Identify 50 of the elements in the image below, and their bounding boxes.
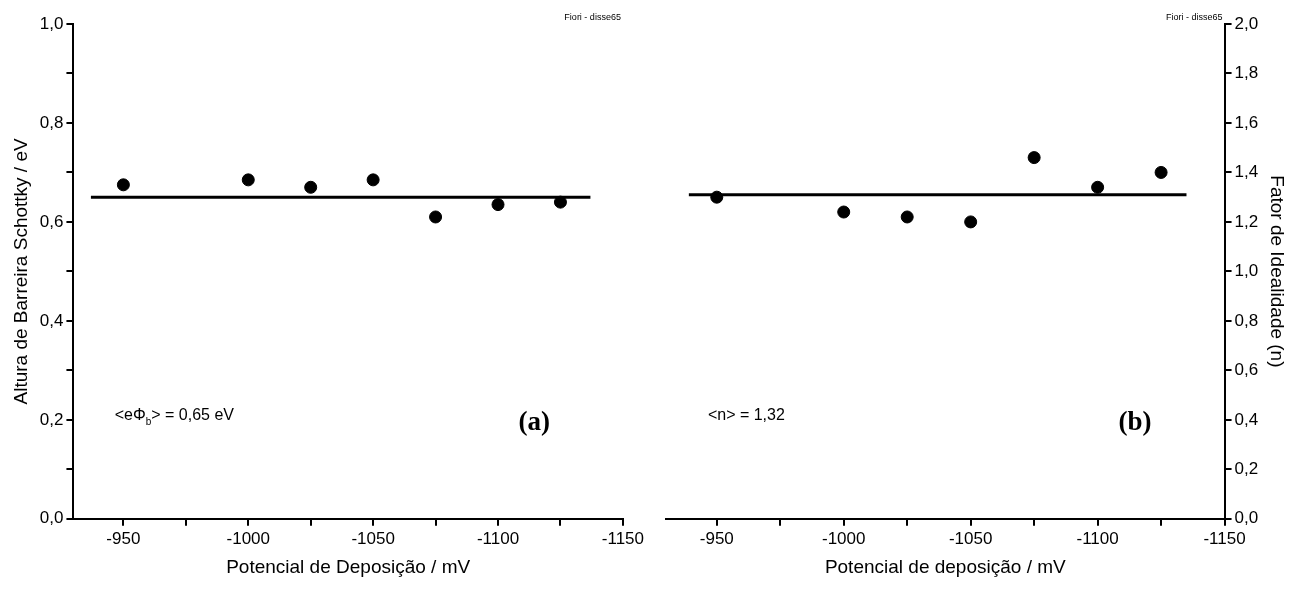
- annotation: <n> = 1,32: [707, 405, 785, 423]
- y-tick-label: 0,0: [39, 508, 64, 528]
- y2-tick-label: 2,0: [1234, 13, 1259, 33]
- point: [241, 173, 255, 187]
- point: [366, 173, 380, 187]
- y2-tick-label: 1,2: [1234, 211, 1259, 231]
- x-tick-label: -1050: [351, 528, 395, 548]
- annotation: (a): [518, 405, 550, 436]
- point: [491, 198, 505, 212]
- point: [553, 195, 567, 209]
- y2-axis-title: Fator de Idealidade (n): [1267, 175, 1289, 368]
- x-tick-label: -1100: [1076, 528, 1119, 548]
- x-tick-label: -1050: [948, 528, 993, 548]
- y2-tick-label: 0,8: [1234, 310, 1259, 330]
- point: [837, 205, 851, 219]
- x-tick-label: -1000: [821, 528, 866, 548]
- y2-tick-label: 1,6: [1234, 112, 1259, 132]
- y2-tick-label: 0,0: [1234, 508, 1259, 528]
- x-tick-label: -1150: [1203, 528, 1246, 548]
- point: [304, 180, 318, 194]
- point: [964, 215, 978, 229]
- x-tick-label: -1000: [226, 528, 270, 548]
- x-axis-title: Potencial de Deposição / mV: [226, 555, 471, 577]
- annotation: (b): [1118, 405, 1152, 436]
- text: Fiori - disse65: [1166, 12, 1223, 22]
- y-tick-label: 0,4: [39, 310, 64, 330]
- x-tick-label: -1150: [601, 528, 644, 548]
- y-tick-label: 0,6: [39, 211, 64, 231]
- point: [1027, 151, 1041, 165]
- x-tick-label: -950: [699, 528, 734, 548]
- x-axis-title: Potencial de deposição / mV: [824, 555, 1067, 577]
- y2-tick-label: 1,0: [1234, 261, 1259, 281]
- point: [1091, 180, 1105, 194]
- y2-tick-label: 1,8: [1234, 63, 1259, 83]
- y2-tick-label: 1,4: [1234, 162, 1259, 182]
- x-tick-label: -950: [106, 528, 141, 548]
- y2-tick-label: 0,4: [1234, 409, 1259, 429]
- point: [116, 178, 130, 192]
- point: [1154, 165, 1168, 179]
- y2-tick-label: 0,2: [1234, 459, 1259, 479]
- x-tick-label: -1100: [476, 528, 520, 548]
- y-tick-label: 0,8: [39, 112, 64, 132]
- point: [710, 190, 724, 204]
- y-tick-label: 0,2: [39, 409, 64, 429]
- text: Fiori - disse65: [564, 12, 621, 22]
- y-tick-label: 1,0: [39, 13, 64, 33]
- point: [429, 210, 443, 224]
- y-axis-title: Altura de Barreira Schottky / eV: [9, 138, 31, 405]
- point: [900, 210, 914, 224]
- y2-tick-label: 0,6: [1234, 360, 1259, 380]
